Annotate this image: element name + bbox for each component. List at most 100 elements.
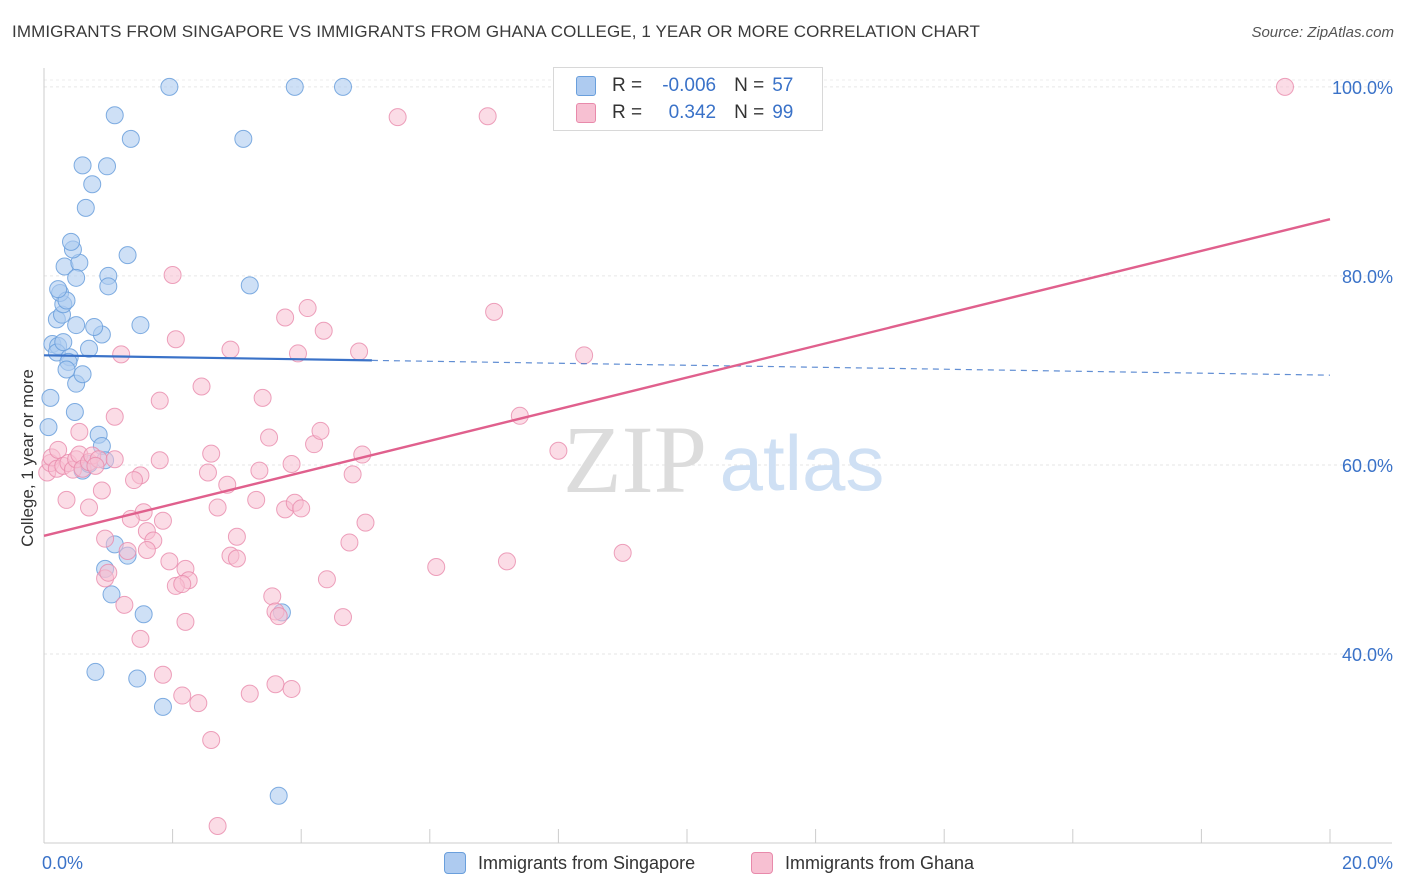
legend-n-label: N = <box>734 75 765 96</box>
y-tick-label: 40.0% <box>1342 645 1393 665</box>
point-singapore <box>105 106 124 125</box>
point-ghana <box>118 541 137 560</box>
watermark-atlas: atlas <box>720 419 885 507</box>
point-ghana <box>153 665 172 684</box>
point-singapore <box>73 156 92 175</box>
point-ghana <box>115 595 134 614</box>
point-singapore <box>54 333 73 352</box>
watermark: ZIP atlas <box>563 406 884 513</box>
point-ghana <box>298 299 317 318</box>
point-singapore <box>134 605 153 624</box>
point-ghana <box>340 533 359 552</box>
point-ghana <box>549 441 568 460</box>
point-ghana <box>202 444 221 463</box>
legend-n-value-ghana: 99 <box>772 102 794 123</box>
legend-swatch-singapore <box>576 76 596 96</box>
point-ghana <box>150 391 169 410</box>
point-ghana <box>427 558 446 577</box>
point-ghana <box>150 451 169 470</box>
point-singapore <box>121 129 140 148</box>
y-axis-label: College, 1 year or more <box>18 369 37 547</box>
y-tick-label: 80.0% <box>1342 267 1393 287</box>
point-singapore <box>99 277 118 296</box>
point-ghana <box>311 421 330 440</box>
point-ghana <box>49 440 68 459</box>
point-ghana <box>276 308 295 327</box>
point-ghana <box>99 563 118 582</box>
trend-line-ghana <box>43 218 1331 538</box>
point-ghana <box>173 686 192 705</box>
legend-r-label: R = <box>612 75 643 96</box>
point-singapore <box>333 77 352 96</box>
point-ghana <box>189 694 208 713</box>
point-ghana <box>163 265 182 284</box>
point-ghana <box>208 498 227 517</box>
point-ghana <box>288 344 307 363</box>
bottom-legend-swatch-singapore <box>444 852 466 874</box>
point-ghana <box>192 377 211 396</box>
point-singapore <box>67 316 86 335</box>
point-singapore <box>41 388 60 407</box>
point-ghana <box>510 406 529 425</box>
point-ghana <box>176 612 195 631</box>
point-ghana <box>314 321 333 340</box>
point-ghana <box>333 608 352 627</box>
point-ghana <box>260 428 279 447</box>
point-ghana <box>353 445 372 464</box>
point-ghana <box>173 575 192 594</box>
point-ghana <box>263 587 282 606</box>
point-ghana <box>478 107 497 126</box>
point-ghana <box>1275 77 1294 96</box>
point-ghana <box>86 456 105 475</box>
bottom-legend-swatch-ghana <box>751 852 773 874</box>
point-singapore <box>240 276 259 295</box>
legend-row-singapore: R = -0.006 N = 57 <box>576 74 793 98</box>
watermark-zip: ZIP <box>563 406 707 513</box>
point-singapore <box>65 403 84 422</box>
point-ghana <box>80 498 99 517</box>
bottom-legend-singapore: Immigrants from Singapore <box>444 852 695 874</box>
point-ghana <box>112 345 131 364</box>
point-ghana <box>356 513 375 532</box>
point-ghana <box>57 490 76 509</box>
point-ghana <box>388 108 407 127</box>
point-ghana <box>497 552 516 571</box>
source-label: Source: ZipAtlas.com <box>1251 24 1394 41</box>
chart-title: IMMIGRANTS FROM SINGAPORE VS IMMIGRANTS … <box>12 22 980 41</box>
point-ghana <box>153 511 172 530</box>
point-ghana <box>70 422 89 441</box>
point-ghana <box>92 481 111 500</box>
point-ghana <box>343 465 362 484</box>
point-singapore <box>86 662 105 681</box>
point-singapore <box>160 77 179 96</box>
y-tick-label: 60.0% <box>1342 456 1393 476</box>
point-ghana <box>317 570 336 589</box>
point-singapore <box>234 129 253 148</box>
point-singapore <box>62 232 81 251</box>
point-ghana <box>247 490 266 509</box>
legend-r-value-ghana: 0.342 <box>668 102 717 123</box>
point-singapore <box>285 77 304 96</box>
trend-line-singapore-extension <box>371 359 1331 376</box>
series-singapore-points <box>39 77 352 805</box>
point-singapore <box>131 316 150 335</box>
x-tick-label: 20.0% <box>1342 853 1393 873</box>
point-singapore <box>102 585 121 604</box>
axes <box>43 68 1392 844</box>
point-ghana <box>227 549 246 568</box>
point-singapore <box>49 280 68 299</box>
correlation-legend: R = -0.006 N = 57 R = 0.342 N = 99 <box>553 67 823 131</box>
point-ghana <box>240 684 259 703</box>
point-ghana <box>166 330 185 349</box>
point-singapore <box>80 339 99 358</box>
point-ghana <box>221 340 240 359</box>
point-singapore <box>98 157 117 176</box>
point-ghana <box>575 346 594 365</box>
point-singapore <box>128 669 147 688</box>
point-singapore <box>39 418 58 437</box>
grid-lines <box>44 79 1392 655</box>
point-ghana <box>202 730 221 749</box>
y-tick-label: 100.0% <box>1332 78 1393 98</box>
point-singapore <box>153 697 172 716</box>
